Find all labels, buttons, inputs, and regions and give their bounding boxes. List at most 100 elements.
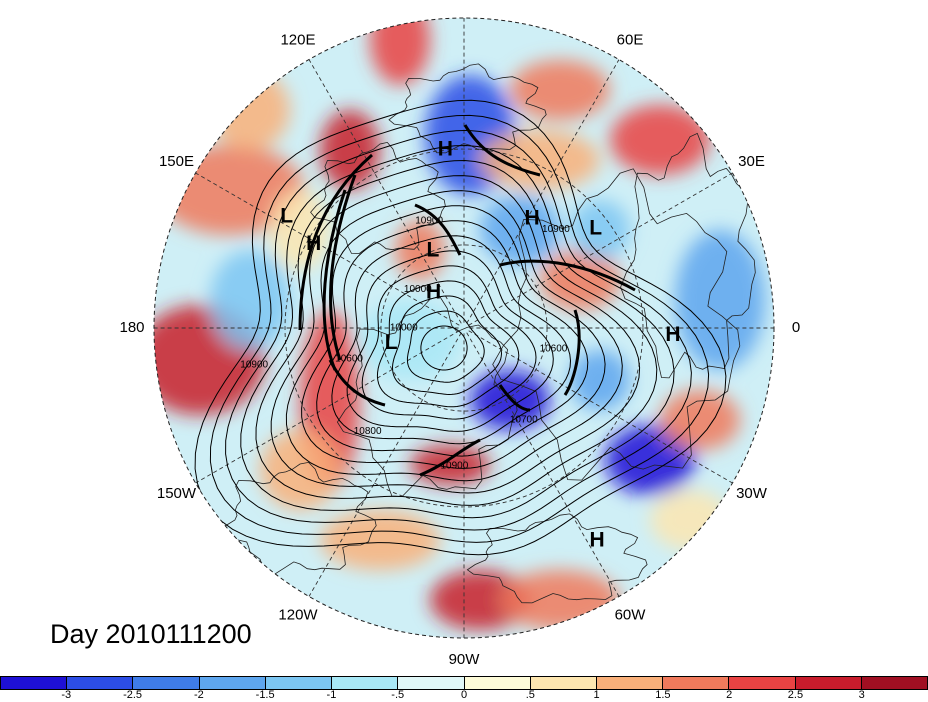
anomaly-patch — [675, 230, 765, 370]
colorbar-tick: 1 — [593, 689, 600, 701]
contour-value-label: 10900 — [542, 224, 570, 235]
jet-contour — [329, 174, 357, 361]
contour-value-label: 10000 — [390, 323, 418, 334]
meridian-line — [195, 172, 460, 326]
longitude-label: 180 — [119, 319, 144, 336]
colorbar-tick: 3 — [858, 689, 865, 701]
anomaly-patch — [660, 390, 740, 450]
coastline — [310, 141, 446, 255]
high-pressure-marker: H — [306, 232, 321, 255]
colorbar-tick: -2 — [193, 689, 204, 701]
anomaly-patch — [430, 570, 530, 630]
contour-value-label: 10900 — [240, 360, 268, 371]
height-contour — [255, 159, 658, 506]
anomaly-patch — [360, 300, 460, 380]
height-contour — [209, 114, 710, 543]
contour-value-label: 10000 — [404, 284, 432, 295]
graticule — [154, 18, 774, 638]
coastlines — [218, 63, 756, 604]
colorbar-swatch — [729, 677, 796, 689]
colorbar-swatch — [530, 677, 597, 689]
colorbar-swatch — [596, 677, 664, 689]
height-contour — [270, 175, 641, 494]
coastline — [218, 461, 377, 575]
contour-value-label: 10600 — [335, 353, 363, 364]
height-contour — [406, 310, 485, 383]
jet-contour — [322, 189, 347, 371]
longitude-label: 120E — [280, 31, 315, 48]
height-contours — [194, 99, 727, 556]
colorbar-tick: -1.5 — [255, 689, 275, 701]
meridian-line — [468, 330, 733, 484]
longitude-label: 90W — [449, 651, 481, 668]
coastline — [466, 513, 648, 604]
jet-contour — [499, 259, 636, 292]
coastline — [492, 168, 741, 481]
anomaly-patch — [260, 430, 340, 510]
low-pressure-marker: L — [280, 205, 293, 228]
anomaly-patch — [395, 220, 445, 280]
meridian-line — [466, 332, 620, 597]
colorbar-tick-labels: -3 -2.5 -2 -1.5 -1 -.5 0 .5 1 1.5 2 2.5 3 — [0, 689, 928, 702]
longitude-label: 0 — [792, 319, 800, 336]
longitude-label: 60W — [615, 606, 647, 623]
longitude-label: 30W — [736, 485, 768, 502]
contour-value-label: 10800 — [354, 426, 382, 437]
colorbar-swatch — [861, 677, 928, 689]
high-pressure-marker: H — [426, 281, 441, 304]
high-pressure-marker: H — [589, 528, 604, 551]
contour-value-label: 10900 — [440, 460, 468, 471]
longitude-label: 150W — [157, 485, 197, 502]
height-contour — [285, 190, 623, 482]
jet-contour — [563, 309, 581, 396]
colorbar-tick: 0 — [460, 689, 468, 701]
jet-contour — [419, 438, 481, 477]
colorbar-swatch — [464, 677, 531, 689]
height-contour — [194, 99, 727, 556]
coastline — [620, 132, 756, 379]
longitude-label: 60E — [617, 31, 644, 48]
anomaly-patch — [500, 570, 620, 630]
map-boundary — [153, 17, 775, 639]
anomaly-patch — [570, 350, 630, 410]
colorbar-tick: -.5 — [391, 689, 405, 701]
height-contour — [376, 280, 520, 408]
colorbar-tick: 2.5 — [787, 689, 804, 701]
colorbar-tick: -3 — [61, 689, 72, 701]
high-pressure-marker: H — [524, 207, 539, 230]
contour-value-label: 10700 — [510, 415, 538, 426]
colorbar-swatch — [265, 677, 333, 689]
colorbar-tick: 1.5 — [655, 689, 671, 701]
high-pressure-marker: H — [665, 323, 680, 346]
coastline — [336, 295, 518, 497]
height-contour — [346, 250, 554, 432]
low-pressure-marker: L — [589, 216, 602, 239]
height-contour — [225, 129, 692, 531]
anomaly-patch — [210, 250, 290, 350]
meridian-line — [308, 332, 462, 597]
height-contour — [331, 235, 572, 445]
height-contour — [240, 144, 675, 519]
jet-contour — [498, 384, 531, 412]
height-contour — [316, 220, 589, 457]
colorbar-tick: .5 — [525, 689, 535, 701]
colorbar-swatch — [332, 677, 399, 689]
anomaly-patch — [320, 110, 380, 190]
anomaly-patch — [650, 490, 730, 550]
jet-contour — [298, 153, 373, 331]
anomaly-patch — [540, 250, 620, 310]
jet-contour — [463, 124, 541, 177]
meridian-line — [466, 59, 620, 324]
low-pressure-marker: L — [426, 239, 439, 262]
coastline — [388, 63, 547, 154]
colorbar-swatch — [133, 677, 200, 689]
jet-contour — [414, 203, 462, 256]
jet-contour — [328, 359, 386, 407]
low-pressure-marker: L — [385, 331, 398, 354]
meridian-line — [195, 330, 460, 484]
height-contour — [420, 325, 468, 371]
longitude-label: 30E — [738, 153, 765, 170]
colorbar-swatch — [1, 677, 68, 689]
anomaly-patch — [570, 200, 630, 260]
